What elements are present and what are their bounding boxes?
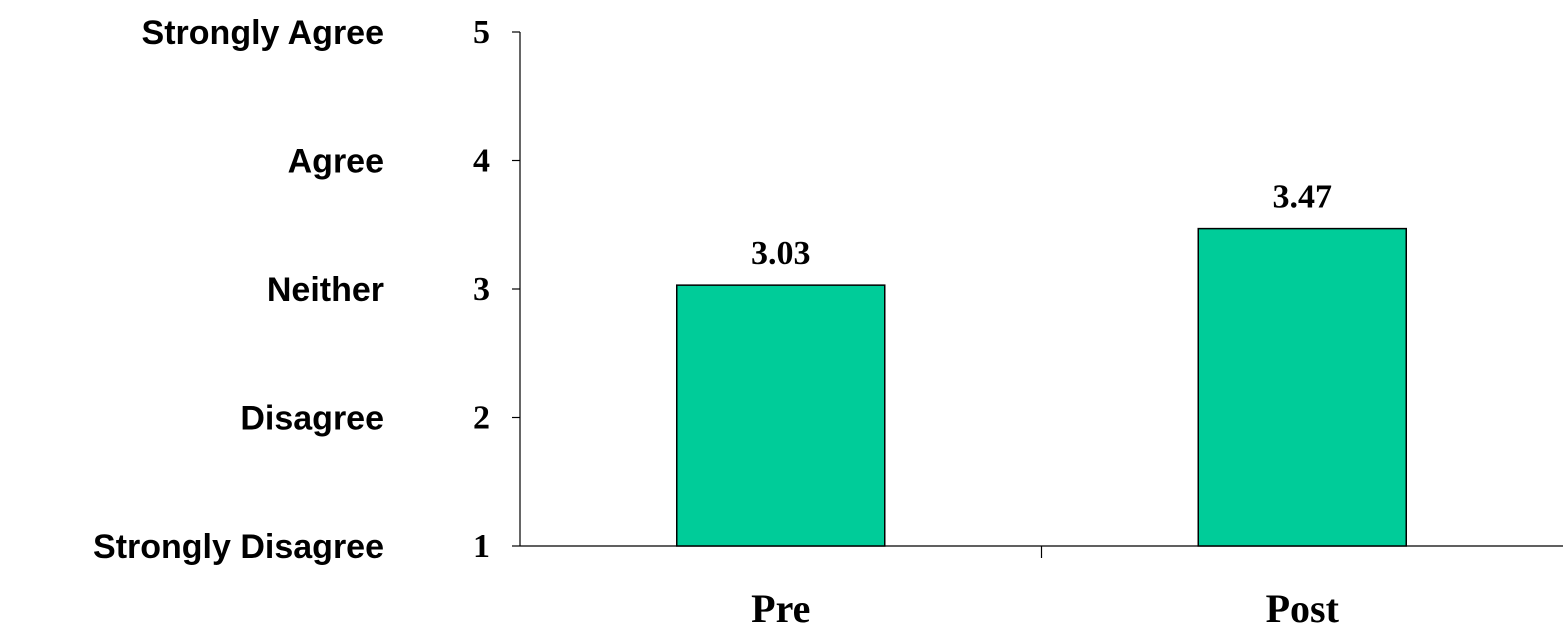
data-label: 3.03: [751, 235, 811, 272]
scale-label: Neither: [267, 271, 384, 309]
data-label: 3.47: [1273, 179, 1333, 216]
likert-scale-labels: Strongly Disagree Disagree Neither Agree Str…: [93, 14, 384, 566]
bar-post: [1197, 227, 1407, 547]
category-labels: Pre Post: [751, 586, 1339, 627]
scale-label: Strongly Agree: [142, 14, 384, 52]
y-tick-labels: 1 2 3 4 5: [473, 14, 490, 565]
scale-label: Agree: [288, 143, 384, 181]
scale-label: Strongly Disagree: [93, 528, 384, 566]
y-tick-label: 2: [473, 400, 490, 437]
bars: [676, 227, 1407, 547]
data-labels: 3.03 3.47: [751, 179, 1332, 273]
bar-pre: [676, 284, 886, 547]
category-label: Post: [1266, 586, 1340, 627]
y-tick-label: 5: [473, 14, 490, 51]
y-tick-label: 4: [473, 143, 490, 180]
scale-label: Disagree: [240, 400, 384, 438]
y-tick-label: 1: [473, 528, 490, 565]
y-tick-label: 3: [473, 271, 490, 308]
category-label: Pre: [751, 586, 810, 627]
